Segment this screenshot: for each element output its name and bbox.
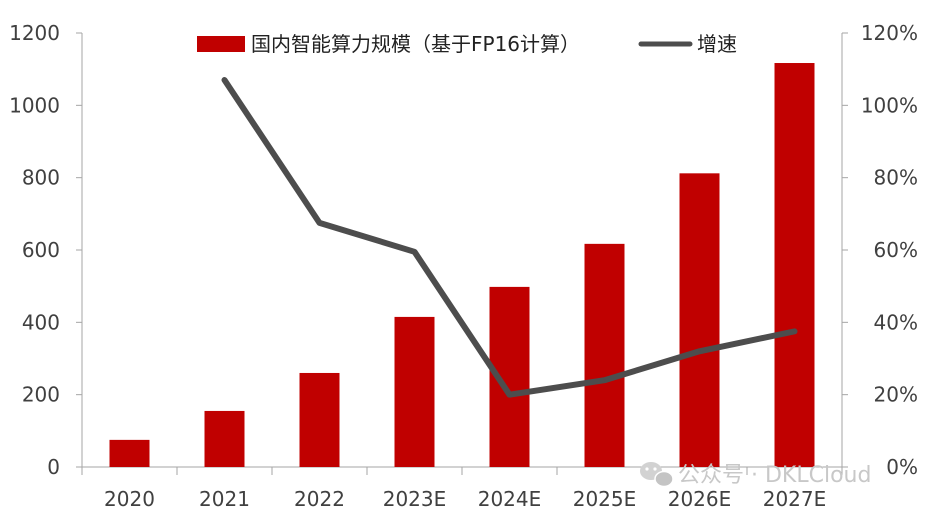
bar xyxy=(299,372,340,467)
legend: 国内智能算力规模（基于FP16计算） 增速 xyxy=(197,32,737,56)
x-tick-label: 2020 xyxy=(104,487,155,511)
line-layer xyxy=(221,77,798,398)
growth-point xyxy=(413,250,416,253)
right-tick-label: 120% xyxy=(861,21,918,45)
watermark-text: 公众号 · DKLCloud xyxy=(678,463,871,488)
bar xyxy=(774,63,815,467)
legend-swatch-bar xyxy=(197,36,245,52)
wechat-icon xyxy=(640,462,674,488)
growth-point xyxy=(223,79,226,82)
x-tick-label: 2025E xyxy=(573,487,637,511)
right-tick-label: 20% xyxy=(874,383,918,407)
x-tick-label: 2027E xyxy=(763,487,827,511)
bar xyxy=(584,243,625,467)
left-tick-label: 1200 xyxy=(9,21,60,45)
x-tick-label: 2024E xyxy=(478,487,542,511)
left-tick-label: 400 xyxy=(22,310,60,334)
bar xyxy=(679,173,720,467)
right-tick-label: 40% xyxy=(874,310,918,334)
left-tick-label: 200 xyxy=(22,383,60,407)
right-tick-label: 100% xyxy=(861,93,918,117)
x-tick-label: 2026E xyxy=(668,487,732,511)
x-tick-label: 2022 xyxy=(294,487,345,511)
growth-point xyxy=(603,379,606,382)
axes-layer xyxy=(76,32,848,475)
right-tick-label: 0% xyxy=(886,455,918,479)
left-tick-label: 800 xyxy=(22,166,60,190)
legend-label-line: 增速 xyxy=(697,32,737,56)
watermark: 公众号 · DKLCloud xyxy=(640,462,871,488)
growth-point xyxy=(318,221,321,224)
growth-point xyxy=(698,350,701,353)
left-tick-label: 600 xyxy=(22,238,60,262)
left-tick-label: 0 xyxy=(47,455,60,479)
growth-point xyxy=(793,330,796,333)
ticks-layer: 0 200 400 600 800 1000 1200 0% 20% 40% 60% 80% 100% 1… xyxy=(9,21,918,511)
left-tick-label: 1000 xyxy=(9,93,60,117)
bars-layer xyxy=(109,63,815,467)
right-tick-label: 80% xyxy=(874,166,918,190)
growth-point xyxy=(508,393,511,396)
bar xyxy=(204,410,245,467)
bar xyxy=(394,316,435,467)
x-tick-label: 2023E xyxy=(383,487,447,511)
x-tick-label: 2021 xyxy=(199,487,250,511)
bar xyxy=(109,439,150,467)
right-tick-label: 60% xyxy=(874,238,918,262)
legend-label-bar: 国内智能算力规模（基于FP16计算） xyxy=(251,32,580,56)
